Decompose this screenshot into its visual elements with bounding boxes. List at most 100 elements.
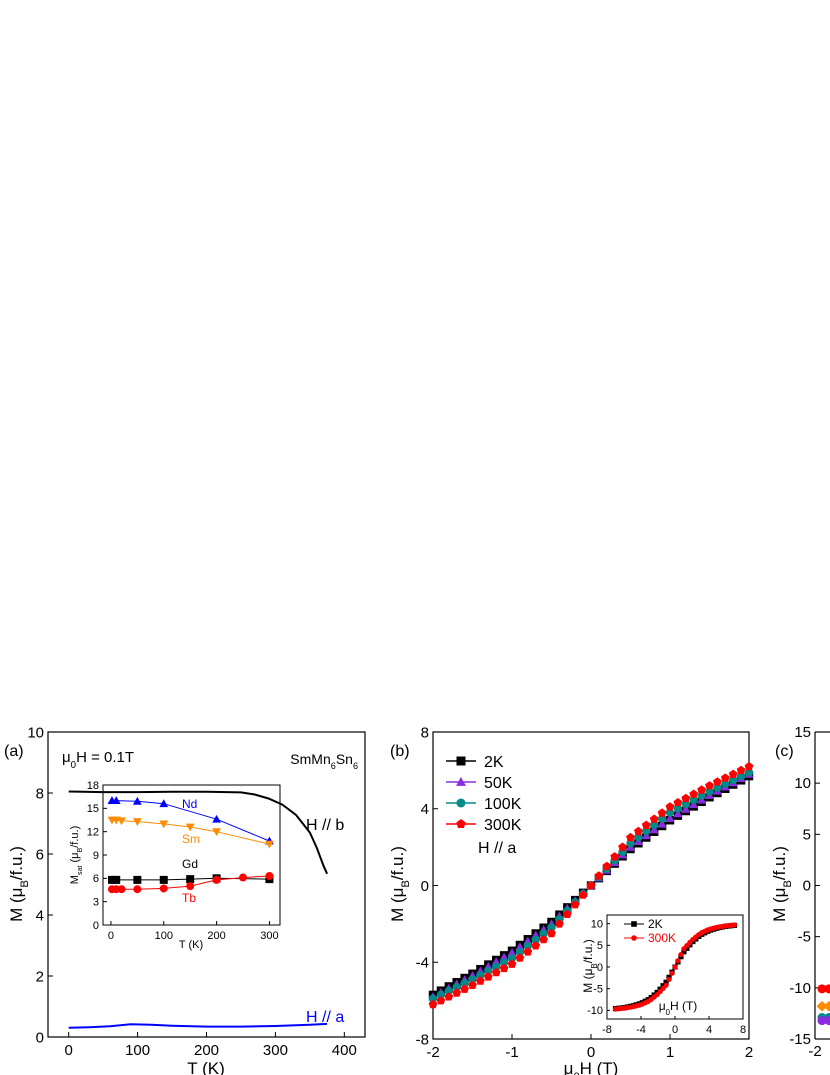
panel-c-ylabel-part: μ bbox=[770, 888, 789, 898]
panel-b-inset-ylabel-part: B bbox=[590, 963, 599, 968]
panel-b-point-300k bbox=[602, 861, 612, 871]
panel-a-inset-point-tb bbox=[133, 885, 142, 894]
panel-b-xtick-label: 1 bbox=[666, 1044, 674, 1061]
panel-a-inset-point-tb bbox=[239, 873, 248, 882]
panel-a-inset-ylabel-part: B bbox=[76, 848, 84, 853]
panel-a-inset-ylabel-part: sat bbox=[76, 866, 84, 876]
panel-b-inset-ytick-label: 10 bbox=[591, 919, 603, 931]
panel-b-xlabel: μ0H (T) bbox=[564, 1059, 619, 1075]
panel-b-point-300k bbox=[610, 852, 620, 861]
panel-c-ylabel: M (μB/f.u.) bbox=[770, 846, 794, 922]
panel-b-point-300k bbox=[705, 781, 714, 790]
panel-a-inset-point-sm bbox=[132, 818, 142, 826]
panel-b-inset-ytick-label: 5 bbox=[597, 940, 603, 952]
panel-a-xtick-label: 100 bbox=[125, 1042, 150, 1059]
panel-b-legend-marker bbox=[456, 756, 466, 766]
panel-b-ytick-label: -8 bbox=[416, 1031, 429, 1048]
panel-a-inset-ytick-label: 3 bbox=[93, 897, 99, 909]
panel-a-ylabel-part: /f.u.) bbox=[7, 846, 26, 880]
panel-a-xtick-label: 0 bbox=[65, 1042, 73, 1059]
panel-b-inset-xlabel: μ0H (T) bbox=[659, 999, 698, 1017]
panel-b-xtick-label: 0 bbox=[587, 1044, 595, 1061]
panel-b-ytick-label: 4 bbox=[421, 801, 429, 818]
panel-b-inset-point-300k bbox=[669, 970, 675, 976]
panel-b-inset-point-2k bbox=[684, 945, 690, 951]
panel-b-inset-point-300k bbox=[666, 976, 672, 983]
panel-b-point-50k bbox=[665, 813, 675, 822]
panel-b-inset-xlabel-part: 0 bbox=[666, 1008, 671, 1017]
panel-b-inset-xtick-label: 0 bbox=[672, 1024, 678, 1036]
panel-b-inset-legend-label: 2K bbox=[648, 917, 663, 931]
panel-b-inset-xtick-label: 4 bbox=[706, 1024, 712, 1036]
panel-b-ylabel-part: /f.u.) bbox=[388, 846, 407, 880]
panel-c-point bbox=[824, 984, 830, 994]
panel-c-point bbox=[817, 1016, 827, 1026]
panel-a-hb-label: H // b bbox=[306, 817, 344, 834]
panel-b-inset-ylabel: M (μB/f.u.) bbox=[581, 939, 599, 992]
panel-b-point-300k bbox=[562, 909, 572, 918]
panel-b-xtick-label: -2 bbox=[426, 1044, 439, 1061]
panel-a-inset-ytick-label: 18 bbox=[87, 780, 99, 792]
panel-b-point-300k bbox=[428, 999, 438, 1009]
panel-b-point-300k bbox=[697, 785, 706, 794]
panel-b-annotation: H // a bbox=[478, 840, 516, 857]
panel-b-point-100k bbox=[547, 923, 556, 932]
panel-b-xlabel-part: 0 bbox=[573, 1071, 579, 1075]
panel-b-point-300k bbox=[531, 941, 541, 950]
panel-c-point bbox=[816, 1000, 828, 1012]
panel-c-ytick-label: -10 bbox=[789, 980, 811, 997]
panel-c-xtick-label: -2 bbox=[808, 1043, 821, 1060]
panel-a-ytick-label: 10 bbox=[27, 724, 44, 741]
panel-b-legend-marker bbox=[456, 798, 466, 808]
panel-b-inset-xlabel-part: μ bbox=[659, 999, 666, 1013]
panel-b-inset-point-2k bbox=[681, 949, 687, 955]
panel-c-point bbox=[817, 984, 827, 994]
panel-a-inset-ytick-label: 12 bbox=[87, 827, 99, 839]
panel-b-point-100k bbox=[507, 954, 517, 963]
panel-b-point-100k bbox=[460, 979, 469, 988]
panel-a-inset-point-sm bbox=[159, 820, 169, 829]
panel-b-point-50k bbox=[649, 825, 659, 834]
panel-b-inset-xtick-label: -4 bbox=[636, 1024, 646, 1036]
panel-b-inset-ytick-label: -10 bbox=[587, 1005, 603, 1017]
panel-a-inset-point-sm bbox=[212, 828, 221, 837]
panel-a-inset-point-tb bbox=[159, 884, 168, 893]
panel-c-ytick-label: 5 bbox=[803, 826, 811, 843]
panel-a-field-annotation-part: H = 0.1T bbox=[76, 749, 134, 766]
panel-a-ytick-label: 6 bbox=[36, 846, 44, 863]
panel-b-point-300k bbox=[555, 919, 564, 928]
panel-b-inset-ytick-label: -5 bbox=[593, 984, 603, 996]
panel-a-field-annotation: μ0H = 0.1T bbox=[62, 749, 134, 771]
panel-b-point-300k bbox=[681, 793, 691, 803]
panel-b-point-300k bbox=[476, 976, 485, 985]
panel-a-xlabel: T (K) bbox=[187, 1059, 224, 1075]
panel-a-compound-annotation: SmMn6Sn6 bbox=[290, 751, 358, 771]
panel-b-point-300k bbox=[444, 992, 454, 1001]
panel-b-inset-ylabel-part: μ bbox=[581, 968, 595, 975]
panel-b-point-100k bbox=[436, 990, 446, 1000]
panel-a-inset-point-tb bbox=[265, 872, 274, 880]
panel-b-ylabel: M (μB/f.u.) bbox=[388, 846, 412, 922]
panel-a-inset-point-sm bbox=[117, 817, 126, 826]
panel-b-inset-xtick-label: 8 bbox=[740, 1024, 746, 1036]
panel-a-inset-ytick-label: 15 bbox=[87, 803, 99, 815]
panel-a-inset-point-gd bbox=[112, 875, 121, 884]
panel-b-point-300k bbox=[586, 880, 596, 890]
panel-a-field-annotation-part: 0 bbox=[71, 760, 77, 771]
panel-b-point-300k bbox=[547, 928, 556, 938]
panel-b-point-300k bbox=[507, 959, 517, 968]
panel-b-legend-label: 300K bbox=[484, 817, 522, 834]
panel-b-point-100k bbox=[492, 962, 501, 972]
panel-a-inset-xtick-label: 100 bbox=[155, 930, 173, 942]
panel-b-point-50k bbox=[657, 819, 667, 828]
panel-b-point-300k bbox=[744, 761, 754, 771]
panel-a-inset-ytick-label: 6 bbox=[93, 873, 99, 885]
panel-a-compound-annotation-part: Sn bbox=[336, 751, 353, 767]
panel-a-compound-annotation-part: 6 bbox=[353, 761, 358, 771]
panel-a-inset-point-tb bbox=[117, 885, 126, 894]
panel-b-point-50k bbox=[673, 809, 683, 818]
panel-b-xtick-label: 2 bbox=[745, 1044, 753, 1061]
panel-b-point-300k bbox=[491, 968, 501, 977]
